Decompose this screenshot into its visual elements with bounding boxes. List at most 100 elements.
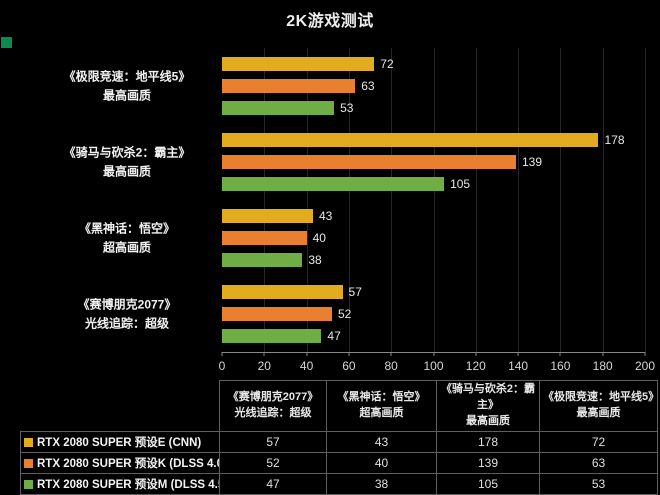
bar-group: 《极限竞速：地平线5》 最高画质 72 63 53 [64, 48, 645, 124]
bar [222, 307, 332, 321]
axis-tick-label: 100 [423, 359, 444, 373]
value-cell: 57 [220, 432, 327, 453]
legend-label: RTX 2080 SUPER 预设M (DLSS 4.5) [37, 479, 220, 491]
bar-row: 105 [222, 177, 645, 191]
category-name: 《骑马与砍杀2：霸主》 [63, 145, 191, 160]
legend-swatch [24, 458, 33, 468]
value-cell: 40 [327, 453, 437, 474]
column-header-game: 《极限竞速：地平线5》 [543, 391, 660, 404]
corner-marker [1, 37, 12, 48]
category-name: 《极限竞速：地平线5》 [63, 69, 191, 84]
bar-value-label: 40 [312, 231, 326, 245]
axis-tick [263, 352, 265, 356]
legend-swatch [24, 437, 33, 447]
axis-tick-label: 140 [508, 359, 529, 373]
value-cell: 105 [437, 474, 540, 495]
bar-group: 《黑神话：悟空》 超高画质 43 40 38 [79, 200, 645, 276]
category-label: 《赛博朋克2077》 光线追踪：超级 [42, 295, 212, 332]
column-header-quality: 光线追踪：超级 [234, 407, 312, 419]
axis-tick-label: 80 [384, 359, 398, 373]
value-cell: 38 [327, 474, 437, 495]
bar-row: 57 [222, 285, 645, 299]
column-header-cell: 《黑神话：悟空》 超高画质 [327, 380, 437, 432]
grid-line [391, 48, 393, 352]
column-header-quality: 最高画质 [466, 414, 510, 427]
axis-tick-label: 180 [592, 359, 613, 373]
bar-value-label: 38 [308, 253, 322, 267]
bar-value-label: 178 [604, 133, 625, 147]
category-quality: 光线追踪：超级 [84, 316, 169, 330]
bar-value-label: 105 [450, 177, 471, 191]
value-cell: 178 [437, 432, 540, 453]
axis-tick-label: 0 [218, 359, 226, 373]
axis-tick [221, 352, 223, 356]
axis-tick [644, 352, 646, 356]
column-header-cell: 《骑马与砍杀2：霸主》最高画质 [437, 380, 540, 432]
bar-row: 178 [222, 133, 645, 147]
legend-swatch [24, 479, 33, 489]
column-header-game: 《赛博朋克2077》 [227, 391, 319, 404]
category-quality: 最高画质 [102, 88, 151, 102]
table-corner-cell [20, 380, 220, 432]
axis-tick [602, 352, 604, 356]
axis-tick-label: 120 [465, 359, 486, 373]
bar-row: 72 [222, 57, 645, 71]
axis-tick [390, 352, 392, 356]
bar [222, 285, 343, 299]
bar [222, 231, 307, 245]
grid-line [560, 48, 562, 352]
results-table: 《赛博朋克2077》 光线追踪：超级 《黑神话：悟空》 超高画质 《骑马与砍杀2：霸主》… [20, 380, 660, 495]
axis-tick-label: 200 [634, 359, 656, 373]
axis-tick [433, 352, 434, 356]
bar [222, 177, 445, 191]
grid-line [306, 48, 308, 352]
category-quality: 最高画质 [102, 164, 151, 178]
bar-group: 《赛博朋克2077》 光线追踪：超级 57 52 47 [78, 276, 645, 352]
column-header-game: 《骑马与砍杀2：霸主》 [440, 383, 536, 412]
grid-line [264, 48, 266, 352]
value-cell: 52 [220, 453, 327, 474]
axis-tick [475, 352, 477, 356]
bar-value-label: 53 [340, 101, 354, 115]
bar-row: 139 [222, 155, 645, 169]
bar-value-label: 47 [327, 329, 341, 343]
bar-row: 38 [222, 253, 645, 267]
legend-cell: RTX 2080 SUPER 预设E (CNN) [20, 432, 220, 453]
axis-tick [348, 352, 350, 356]
bar-row: 52 [222, 307, 645, 321]
legend-cell: RTX 2080 SUPER 预设M (DLSS 4.5) [20, 474, 220, 495]
grid-line [602, 48, 604, 352]
column-header-quality: 最高画质 [576, 407, 621, 419]
chart-title: 2K游戏测试 [286, 13, 374, 30]
category-label: 《骑马与砍杀2：霸主》 最高画质 [42, 143, 212, 180]
column-header-game: 《黑神话：悟空》 [337, 391, 426, 404]
bar-value-label: 63 [361, 79, 375, 93]
bar-group: 《骑马与砍杀2：霸主》 最高画质 178 139 105 [64, 124, 645, 200]
axis-tick-label: 160 [550, 359, 571, 373]
bar-row: 40 [222, 231, 645, 245]
axis-tick [559, 352, 561, 356]
legend-label: RTX 2080 SUPER 预设E (CNN) [37, 437, 202, 449]
bar-row: 47 [222, 329, 645, 343]
bar [222, 155, 516, 169]
value-cell: 53 [540, 474, 658, 495]
bar-row: 63 [222, 79, 645, 93]
category-name: 《黑神话：悟空》 [78, 221, 175, 236]
bar-row: 43 [222, 209, 645, 223]
grid-line [433, 48, 435, 352]
grid-line [645, 48, 646, 352]
value-cell: 139 [437, 453, 540, 474]
grid-line [518, 48, 520, 352]
bar [222, 253, 303, 267]
bar [222, 329, 322, 343]
axis-tick-label: 40 [299, 359, 314, 373]
axis-tick [517, 352, 519, 356]
bar [222, 57, 375, 71]
bar-value-label: 72 [380, 57, 394, 71]
bar-row: 53 [222, 101, 645, 115]
value-cell: 47 [220, 474, 327, 495]
axis-tick [306, 352, 308, 356]
bar [222, 209, 313, 223]
bar [222, 79, 356, 93]
